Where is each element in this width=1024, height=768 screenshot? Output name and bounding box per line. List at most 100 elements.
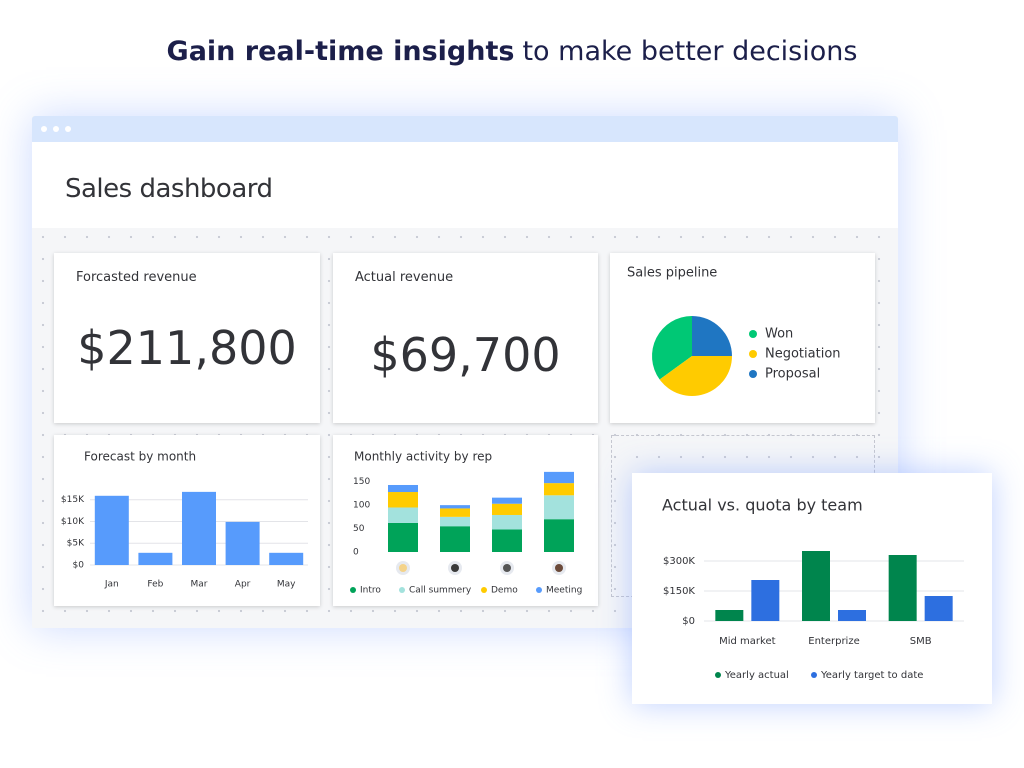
x-tick-label: Jan: [104, 580, 119, 590]
legend-label: Yearly target to date: [820, 670, 923, 681]
bar-segment: [388, 507, 418, 523]
bar-segment: [388, 484, 418, 493]
kpi-label: Actual revenue: [355, 270, 454, 285]
chart-title: Monthly activity by rep: [354, 450, 492, 464]
legend-dot: [749, 370, 757, 378]
bar: [94, 495, 129, 565]
bar: [924, 596, 953, 621]
bar-segment: [544, 471, 574, 484]
rep-avatar-face: [399, 564, 407, 572]
chart-title: Forecast by month: [84, 450, 196, 464]
y-tick-label: $15K: [61, 495, 85, 505]
kpi-label: Forcasted revenue: [76, 270, 197, 285]
bar-chart: Forecast by month $0 $5K $10K $15K Jan Feb Mar A…: [61, 450, 308, 590]
grouped-bar-chart: Actual vs. quota by team $0 $150K $300K Mid …: [662, 496, 964, 681]
bar-segment: [492, 529, 522, 552]
bar-segment: [388, 492, 418, 508]
legend-label: Demo: [491, 586, 518, 596]
pie-slice: [652, 316, 692, 380]
x-tick-label: Apr: [235, 580, 251, 590]
x-tick-label: SMB: [910, 636, 932, 647]
pie-chart: Sales pipeline Won Negotiation Proposal: [627, 266, 841, 396]
bar: [715, 610, 744, 621]
bar: [751, 580, 780, 621]
legend-dot: [536, 587, 542, 593]
chart-card: Forecast by month $0 $5K $10K $15K Jan Feb Mar A…: [54, 435, 320, 606]
y-tick-label: $300K: [663, 556, 695, 567]
legend-dot: [399, 587, 405, 593]
y-tick-label: $0: [682, 616, 695, 627]
pie-slice: [659, 356, 732, 396]
chart-card: Sales pipeline Won Negotiation Proposal: [610, 253, 875, 423]
y-tick-label: $0: [73, 561, 85, 571]
legend-dot: [715, 672, 721, 678]
bar: [269, 552, 304, 565]
y-tick-label: 50: [353, 524, 365, 534]
rep-avatar-face: [451, 564, 459, 572]
y-tick-label: $5K: [67, 539, 85, 549]
y-tick-label: 150: [353, 477, 370, 487]
bar: [138, 552, 173, 565]
bar-segment: [544, 519, 574, 552]
kpi-card: Actual revenue $69,700: [333, 253, 598, 423]
legend-dot: [481, 587, 487, 593]
legend-dot: [749, 350, 757, 358]
bar: [888, 555, 917, 621]
x-tick-label: Mid market: [719, 636, 776, 647]
bar-segment: [492, 514, 522, 530]
y-tick-label: 100: [353, 501, 370, 511]
bar: [802, 551, 830, 621]
legend-dot: [749, 330, 757, 338]
x-tick-label: Mar: [191, 580, 208, 590]
rep-avatar-face: [555, 564, 563, 572]
pie-slice: [692, 316, 732, 356]
y-tick-label: $10K: [61, 517, 85, 527]
bar-segment: [440, 516, 470, 527]
y-tick-label: 0: [353, 548, 359, 558]
window-dot: [41, 126, 47, 132]
x-tick-label: May: [277, 580, 296, 590]
headline-bold: Gain real-time insights: [166, 36, 515, 67]
window-bar: [32, 116, 898, 142]
legend-label: Proposal: [765, 367, 820, 382]
headline: Gain real-time insights to make better de…: [0, 36, 1024, 67]
chart-title: Actual vs. quota by team: [662, 496, 863, 515]
bar: [838, 610, 866, 621]
bar: [182, 491, 216, 565]
x-tick-label: Feb: [147, 580, 163, 590]
legend-label: Won: [765, 327, 793, 342]
stacked-bar-chart: Monthly activity by rep 0 50 100 150 Intro Cal…: [350, 450, 582, 596]
legend-dot: [350, 587, 356, 593]
legend-label: Intro: [360, 586, 381, 596]
kpi-value: $211,800: [77, 321, 297, 375]
chart-title: Sales pipeline: [627, 266, 717, 281]
legend-label: Meeting: [546, 586, 582, 596]
bar-segment: [544, 495, 574, 520]
bar-segment: [388, 522, 418, 552]
bar-segment: [492, 497, 522, 504]
bar-segment: [492, 503, 522, 515]
window-dot: [53, 126, 59, 132]
legend-label: Yearly actual: [724, 670, 789, 681]
kpi-card: Forcasted revenue $211,800: [54, 253, 320, 423]
y-tick-label: $150K: [663, 586, 695, 597]
chart-card: Actual vs. quota by team $0 $150K $300K Mid …: [632, 473, 992, 704]
legend-label: Call summery: [409, 586, 472, 596]
x-tick-label: Enterprize: [808, 636, 859, 647]
bar: [225, 521, 260, 565]
rep-avatar-face: [503, 564, 511, 572]
dashboard-title: Sales dashboard: [65, 174, 273, 204]
kpi-value: $69,700: [370, 328, 561, 382]
bar-segment: [440, 505, 470, 509]
bar-segment: [440, 526, 470, 552]
legend-label: Negotiation: [765, 347, 841, 362]
dashboard-header: Sales dashboard: [32, 142, 898, 228]
bar-segment: [440, 508, 470, 517]
chart-card: Monthly activity by rep 0 50 100 150 Intro Cal…: [333, 435, 598, 606]
headline-rest: to make better decisions: [522, 36, 858, 67]
bar-segment: [544, 483, 574, 496]
window-dot: [65, 126, 71, 132]
legend-dot: [811, 672, 817, 678]
